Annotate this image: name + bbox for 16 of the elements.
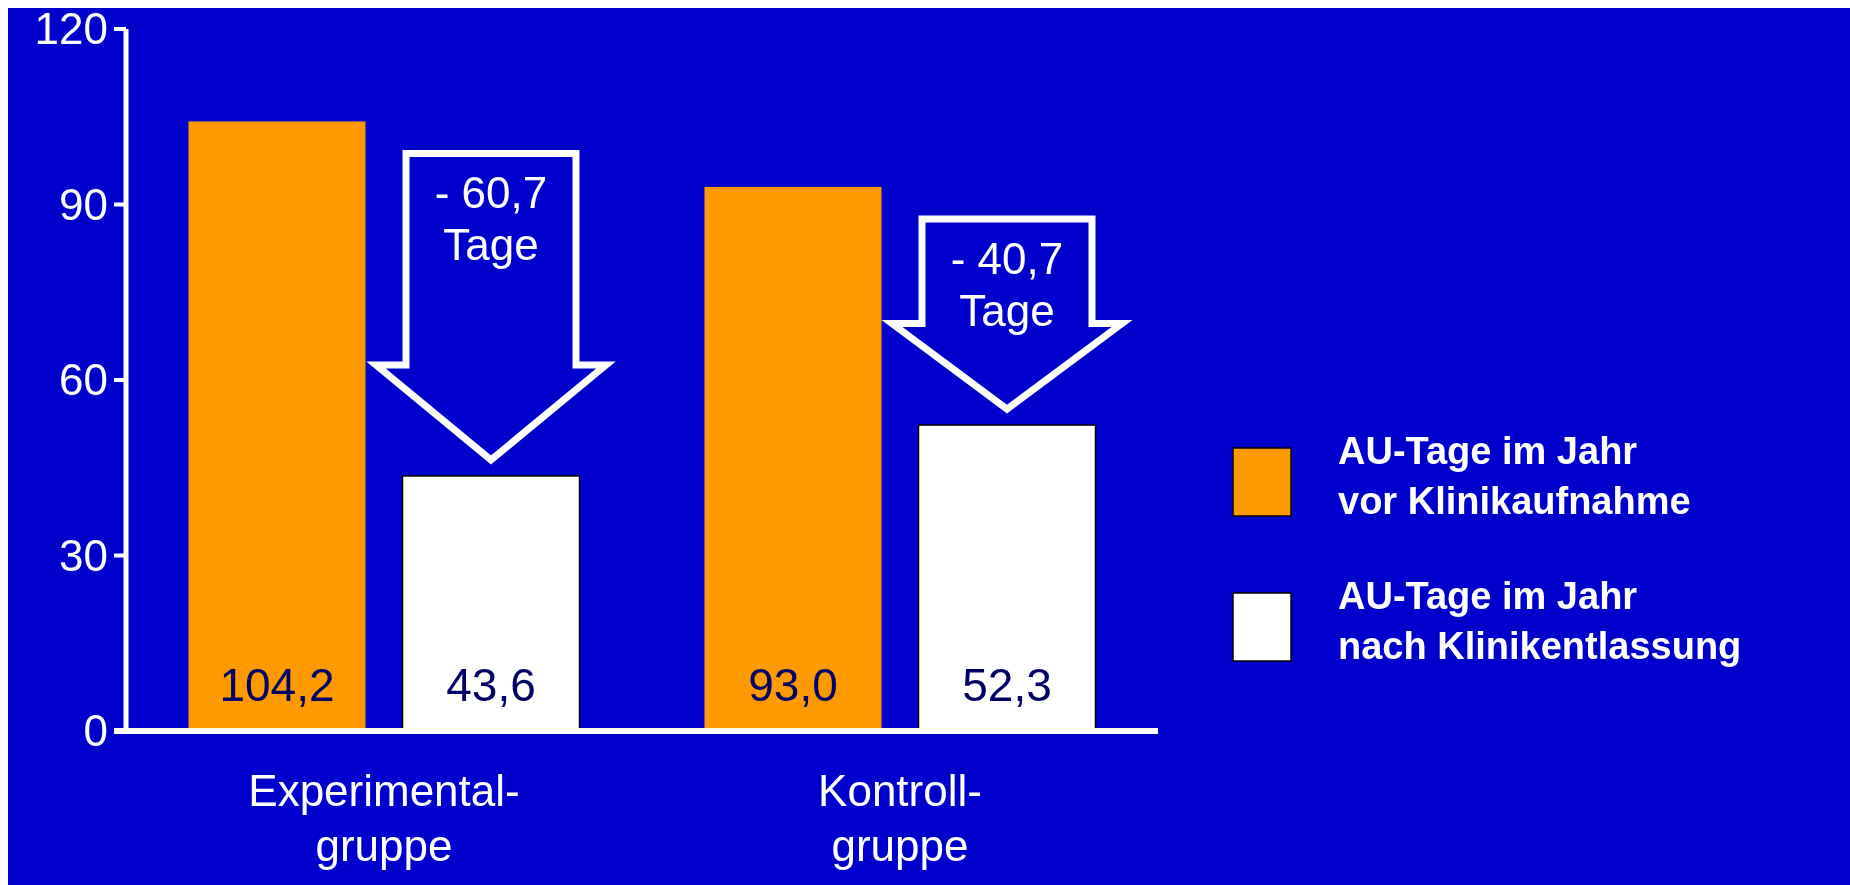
data-label: 43,6 xyxy=(446,659,536,711)
y-tick-label: 0 xyxy=(83,706,108,756)
data-label: 93,0 xyxy=(748,659,838,711)
data-label: 104,2 xyxy=(219,659,335,711)
y-tick-label: 30 xyxy=(59,530,108,580)
legend-label: AU-Tage im Jahr nach Klinikentlassung xyxy=(1338,575,1742,667)
y-tick-label: 120 xyxy=(34,4,108,54)
data-label: 52,3 xyxy=(962,659,1052,711)
bar xyxy=(704,186,882,731)
annotation: - 40,7 Tage xyxy=(950,233,1064,335)
legend-label: AU-Tage im Jahr vor Klinikaufnahme xyxy=(1338,430,1691,522)
y-tick-label: 60 xyxy=(59,355,108,405)
annotation: - 60,7 Tage xyxy=(434,168,548,270)
y-tick-label: 90 xyxy=(59,179,108,229)
x-tick-label: Experimental- gruppe xyxy=(248,766,520,870)
x-tick-label: Kontroll- gruppe xyxy=(818,766,982,870)
